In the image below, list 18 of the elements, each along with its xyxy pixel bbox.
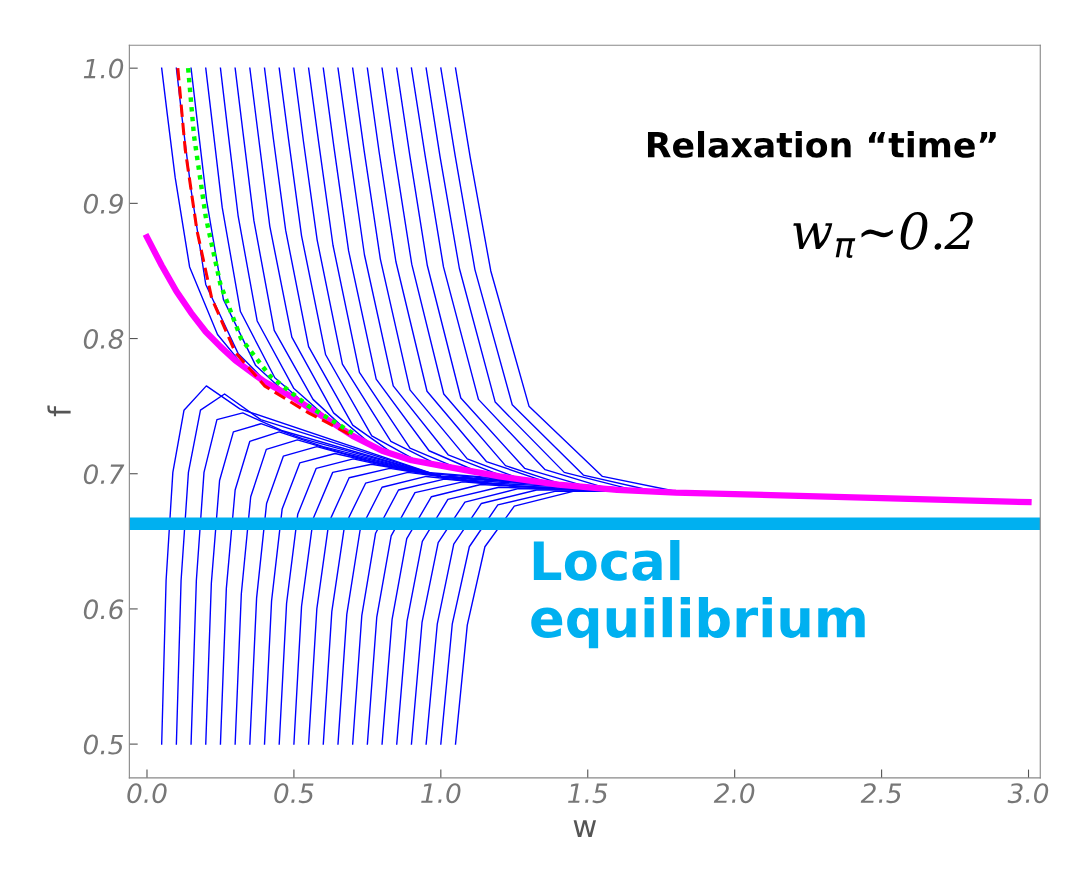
annotation: w$_{π}$∼0.2	[793, 211, 973, 258]
x-tick-label: 3.0	[1007, 783, 1049, 804]
ref-line-label: Local equilibrium	[531, 539, 865, 649]
y-tick-label: 0.9	[83, 193, 123, 214]
y-tick-label: 0.6	[83, 599, 124, 620]
x-tick-label: 0.0	[127, 783, 167, 804]
y-tick-label: 0.7	[83, 464, 125, 485]
y-axis-title: f	[47, 405, 71, 417]
x-tick-label: 1.0	[421, 783, 461, 804]
y-tick-label: 0.5	[83, 734, 124, 755]
x-axis-title: w	[573, 820, 597, 838]
y-tick-label: 1.0	[83, 58, 124, 79]
x-tick-label: 0.5	[274, 783, 314, 804]
x-tick-label: 2.5	[860, 783, 902, 804]
x-tick-label: 1.5	[568, 783, 608, 804]
x-tick-label: 2.0	[713, 783, 755, 804]
y-tick-label: 0.8	[83, 328, 124, 349]
annotation: Relaxation “time”	[647, 130, 996, 158]
